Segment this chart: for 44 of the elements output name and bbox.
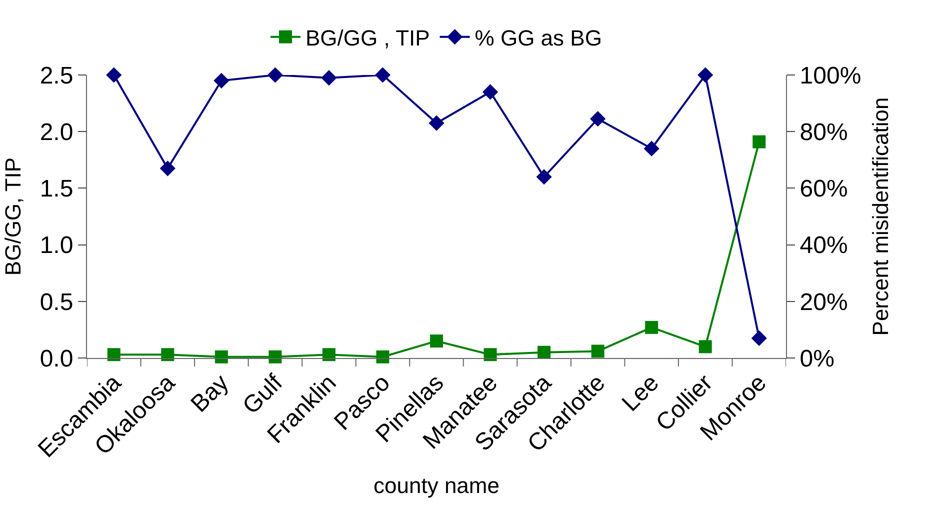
y-tick-label: 2.0	[40, 119, 74, 146]
y2-axis-title: Percent misidentification	[868, 97, 894, 336]
point	[482, 84, 498, 100]
point	[106, 67, 122, 83]
point	[161, 348, 174, 362]
x-axis-title: county name	[374, 472, 500, 498]
point	[430, 334, 443, 348]
legend-label: % GG as BG	[474, 25, 602, 50]
point	[591, 344, 604, 358]
point	[214, 72, 230, 88]
y-tick-label: 0.0	[40, 345, 74, 372]
point	[267, 67, 283, 83]
point	[214, 350, 228, 364]
y-tick-label: 1.5	[40, 176, 74, 203]
point	[322, 348, 336, 362]
y-tick-label: 0.5	[40, 288, 74, 316]
point	[268, 350, 282, 364]
point	[751, 330, 767, 346]
point	[374, 67, 391, 83]
y-axis-title: BG/GG, TIP	[0, 157, 26, 276]
point	[590, 111, 606, 127]
point	[752, 135, 766, 148]
point	[376, 350, 390, 364]
point	[428, 115, 444, 131]
point	[107, 348, 120, 362]
point	[698, 340, 712, 354]
point	[698, 67, 714, 83]
y2-tick-label: 60%	[800, 176, 848, 203]
y2-tick-label: 20%	[800, 288, 848, 316]
point	[645, 320, 658, 334]
x-tick-label: Bay	[186, 369, 234, 418]
point	[538, 346, 551, 359]
y-tick-label: 2.5	[40, 62, 74, 90]
point	[321, 70, 337, 86]
point	[484, 348, 497, 362]
y2-tick-label: 100%	[800, 62, 862, 90]
legend-label: BG/GG , TIP	[306, 25, 430, 50]
y2-tick-label: 80%	[800, 119, 848, 146]
point	[536, 169, 552, 185]
y2-tick-label: 40%	[800, 232, 848, 260]
point	[160, 160, 176, 176]
y-tick-label: 1.0	[40, 232, 74, 260]
y2-tick-label: 0%	[800, 345, 834, 372]
point	[644, 140, 660, 156]
